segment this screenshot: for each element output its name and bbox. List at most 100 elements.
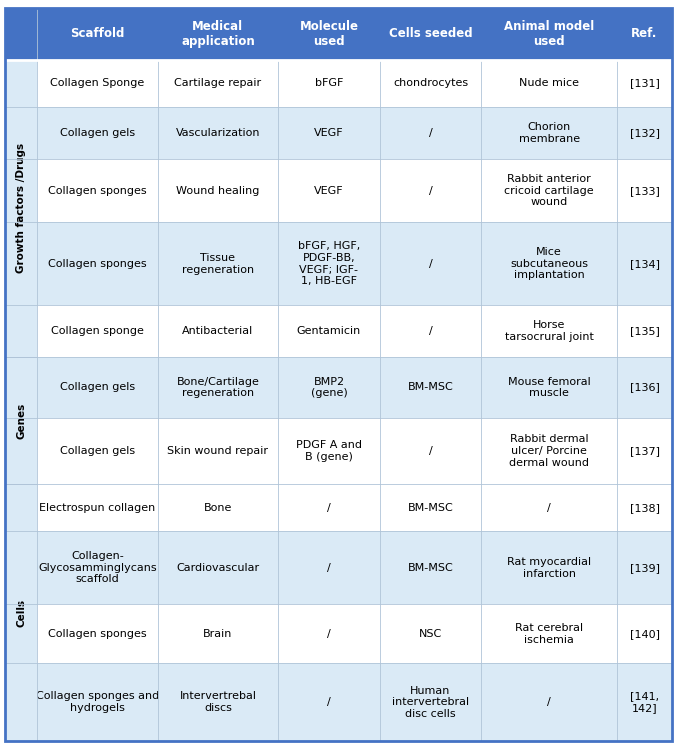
Text: [132]: [132] <box>630 128 659 138</box>
Bar <box>5 484 37 531</box>
Text: Collagen sponge: Collagen sponge <box>51 326 144 336</box>
Bar <box>481 8 617 60</box>
Text: Intervertrebal
discs: Intervertrebal discs <box>179 692 257 713</box>
Bar <box>481 604 617 663</box>
Bar <box>158 107 278 159</box>
Bar <box>5 357 37 484</box>
Bar <box>617 484 672 531</box>
Bar <box>380 222 481 305</box>
Bar <box>481 531 617 604</box>
Text: VEGF: VEGF <box>314 128 344 138</box>
Bar <box>158 222 278 305</box>
Bar <box>380 604 481 663</box>
Bar <box>380 107 481 159</box>
Text: [141,
142]: [141, 142] <box>630 692 659 713</box>
Text: Medical
application: Medical application <box>181 20 255 48</box>
Bar <box>380 159 481 222</box>
Bar <box>481 357 617 418</box>
Bar <box>5 8 37 60</box>
Text: Ref.: Ref. <box>632 28 658 40</box>
Bar <box>380 357 481 418</box>
Text: Rat myocardial
infarction: Rat myocardial infarction <box>507 557 591 579</box>
Text: BM-MSC: BM-MSC <box>408 503 454 513</box>
Text: Antibacterial: Antibacterial <box>182 326 253 336</box>
Bar <box>5 604 37 663</box>
Text: /: / <box>547 503 551 513</box>
Bar <box>481 107 617 159</box>
Text: Vascularization: Vascularization <box>175 128 260 138</box>
Text: Rabbit dermal
ulcer/ Porcine
dermal wound: Rabbit dermal ulcer/ Porcine dermal woun… <box>509 434 589 468</box>
Bar <box>158 531 278 604</box>
Text: Collagen sponges: Collagen sponges <box>48 629 147 639</box>
Bar <box>617 531 672 604</box>
Bar <box>481 484 617 531</box>
Bar <box>481 305 617 357</box>
Text: bFGF, HGF,
PDGF-BB,
VEGF; IGF-
1, HB-EGF: bFGF, HGF, PDGF-BB, VEGF; IGF- 1, HB-EGF <box>298 241 360 286</box>
Text: Genes: Genes <box>16 402 26 439</box>
Bar <box>5 222 37 305</box>
Bar <box>617 418 672 484</box>
Text: Skin wound repair: Skin wound repair <box>167 446 268 456</box>
Bar <box>158 663 278 741</box>
Bar <box>380 418 481 484</box>
Bar <box>617 305 672 357</box>
Bar <box>617 604 672 663</box>
Bar <box>278 357 380 418</box>
Bar <box>380 305 481 357</box>
Text: Brain: Brain <box>203 629 233 639</box>
Text: [137]: [137] <box>630 446 659 456</box>
Bar <box>278 604 380 663</box>
Text: Bone/Cartilage
regeneration: Bone/Cartilage regeneration <box>177 377 259 398</box>
Text: /: / <box>429 446 433 456</box>
Bar <box>278 305 380 357</box>
Text: Collagen Sponge: Collagen Sponge <box>50 78 144 89</box>
Bar <box>481 222 617 305</box>
Bar <box>158 604 278 663</box>
Bar <box>5 107 37 159</box>
Bar <box>158 60 278 107</box>
Bar <box>37 159 158 222</box>
Text: Tissue
regeneration: Tissue regeneration <box>182 253 254 275</box>
Bar <box>37 663 158 741</box>
Text: Electrospun collagen: Electrospun collagen <box>39 503 156 513</box>
Text: [135]: [135] <box>630 326 659 336</box>
Text: Cardiovascular: Cardiovascular <box>176 562 259 573</box>
Bar <box>617 222 672 305</box>
Text: BMP2
(gene): BMP2 (gene) <box>311 377 347 398</box>
Bar <box>617 159 672 222</box>
Bar <box>481 159 617 222</box>
Text: bFGF: bFGF <box>315 78 343 89</box>
Bar <box>5 60 37 107</box>
Bar <box>278 60 380 107</box>
Bar <box>5 357 37 418</box>
Bar <box>37 60 158 107</box>
Text: /: / <box>327 503 331 513</box>
Text: Horse
tarsocrural joint: Horse tarsocrural joint <box>504 320 594 342</box>
Text: Collagen gels: Collagen gels <box>60 128 135 138</box>
Bar <box>278 159 380 222</box>
Text: BM-MSC: BM-MSC <box>408 383 454 392</box>
Bar <box>37 484 158 531</box>
Text: Bone: Bone <box>204 503 232 513</box>
Text: Cells: Cells <box>16 598 26 627</box>
Text: Wound healing: Wound healing <box>176 186 259 195</box>
Bar <box>158 8 278 60</box>
Bar <box>37 357 158 418</box>
Bar <box>37 531 158 604</box>
Text: chondrocytes: chondrocytes <box>393 78 468 89</box>
Text: Animal model
used: Animal model used <box>504 20 594 48</box>
Text: Collagen sponges: Collagen sponges <box>48 259 147 269</box>
Text: VEGF: VEGF <box>314 186 344 195</box>
Text: Collagen sponges and
hydrogels: Collagen sponges and hydrogels <box>36 692 159 713</box>
Bar <box>158 305 278 357</box>
Text: /: / <box>327 629 331 639</box>
Bar <box>380 663 481 741</box>
Text: Collagen gels: Collagen gels <box>60 383 135 392</box>
Bar <box>617 60 672 107</box>
Text: [136]: [136] <box>630 383 659 392</box>
Text: /: / <box>429 326 433 336</box>
Bar <box>617 8 672 60</box>
Text: Scaffold: Scaffold <box>70 28 125 40</box>
Text: Rat cerebral
ischemia: Rat cerebral ischemia <box>515 623 583 645</box>
Bar <box>158 418 278 484</box>
